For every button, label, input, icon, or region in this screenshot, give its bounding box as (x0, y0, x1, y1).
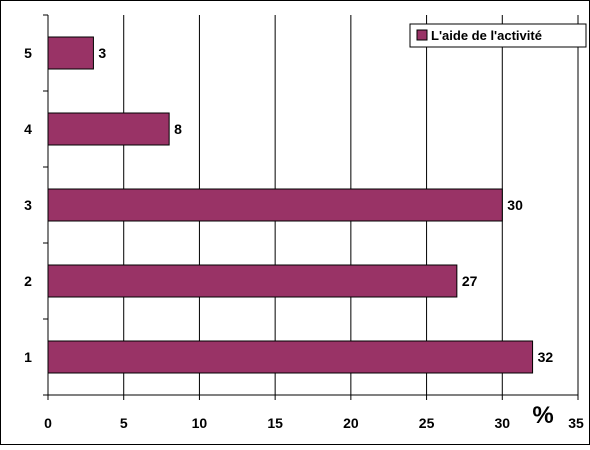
x-tick-label: 25 (419, 415, 435, 431)
legend: L'aide de l'activité (409, 23, 587, 48)
data-label: 27 (462, 273, 478, 289)
bar (47, 264, 458, 298)
y-tick-label: 5 (24, 45, 32, 61)
bar (47, 340, 534, 374)
x-tick-label: 35 (568, 415, 584, 431)
y-tick-label: 4 (24, 121, 32, 137)
y-tick-label: 1 (24, 349, 32, 365)
legend-label: L'aide de l'activité (431, 28, 542, 43)
data-label: 8 (174, 121, 182, 137)
x-tick-label: 5 (120, 415, 128, 431)
data-label: 30 (507, 197, 523, 213)
x-axis-title: % (532, 402, 553, 429)
axes (43, 14, 579, 400)
y-tick-label: 2 (24, 273, 32, 289)
x-tick-label: 10 (192, 415, 208, 431)
x-tick-label: 30 (494, 415, 510, 431)
bar (47, 36, 94, 70)
y-tick-label: 3 (24, 197, 32, 213)
legend-swatch (416, 29, 428, 41)
x-tick-label: 15 (267, 415, 283, 431)
bar (47, 188, 503, 222)
data-label: 32 (538, 349, 554, 365)
x-tick-label: 0 (44, 415, 52, 431)
legend-box (409, 23, 587, 48)
bars (47, 36, 534, 374)
bar (47, 112, 170, 146)
data-label: 3 (98, 45, 106, 61)
x-tick-label: 20 (343, 415, 359, 431)
